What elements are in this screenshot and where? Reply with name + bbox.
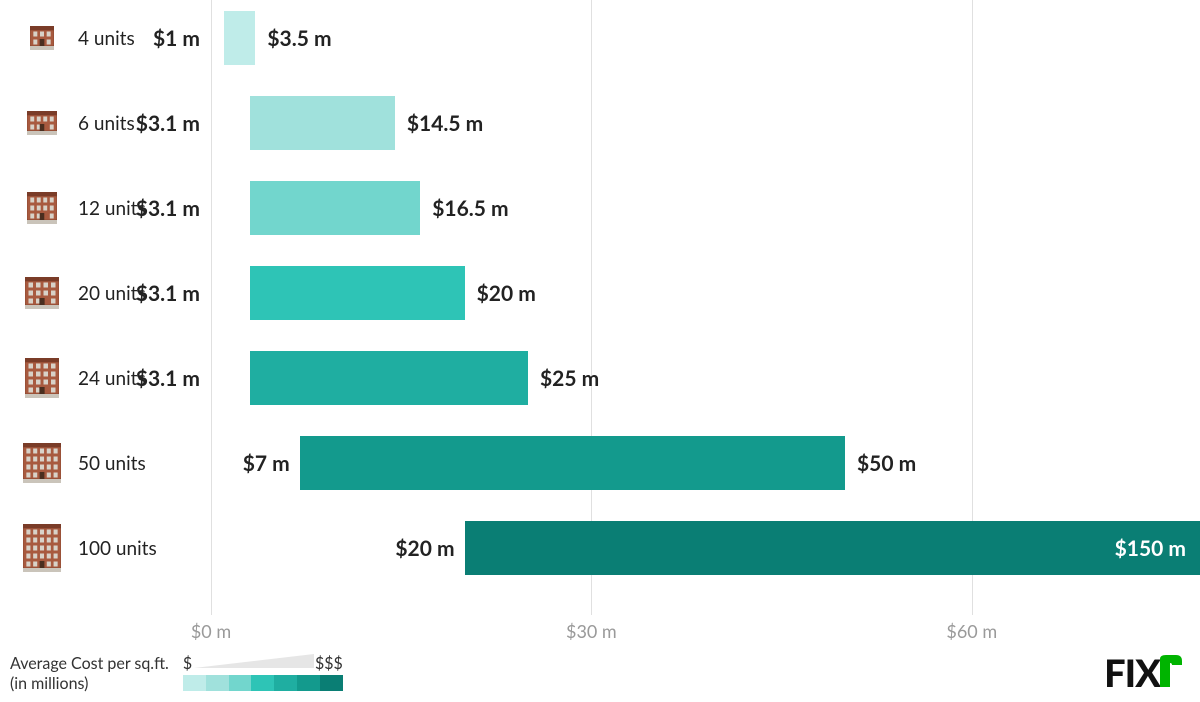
low-value-label: $3.1 m	[136, 111, 200, 136]
x-axis-label: $30 m	[566, 620, 617, 642]
legend-triangle-icon	[194, 654, 314, 668]
range-bar	[250, 96, 395, 150]
legend-high-symbol: $$$	[315, 654, 343, 673]
units-label: 4 units	[78, 27, 135, 50]
data-row: 6 units$3.1 m $14.5 m	[0, 93, 1200, 153]
legend-swatch	[274, 675, 297, 691]
legend-swatch	[229, 675, 252, 691]
units-label: 50 units	[78, 452, 146, 475]
legend-text: Average Cost per sq.ft. (in millions)	[10, 654, 169, 694]
range-bar	[250, 351, 528, 405]
cost-range-chart: 4 units$1 m$3.5 m 6 units$3.1 m$14.5 m 1…	[0, 0, 1200, 702]
legend-scale: $ $$$	[183, 654, 343, 691]
range-bar	[250, 181, 420, 235]
data-row: 4 units $1 m $3.5 m	[0, 8, 1200, 68]
data-row: 20 units$3.1 m$20 m	[0, 263, 1200, 323]
legend-swatch	[183, 675, 206, 691]
high-value-label: $14.5 m	[407, 111, 483, 136]
data-row: 24 units$3.1 m$25 m	[0, 348, 1200, 408]
low-value-label: $1 m	[153, 26, 200, 51]
data-row: 12 units$3.1 m$16.5 m	[0, 178, 1200, 238]
low-value-label: $20 m	[395, 536, 454, 561]
x-axis-label: $0 m	[191, 620, 231, 642]
high-value-label: $3.5 m	[267, 26, 331, 51]
low-value-label: $3.1 m	[136, 196, 200, 221]
data-row: 50 units $7 m $50 m	[0, 433, 1200, 493]
building-icon	[20, 26, 64, 50]
range-bar	[300, 436, 845, 490]
high-value-label: $50 m	[857, 451, 916, 476]
high-value-label: $16.5 m	[432, 196, 508, 221]
legend-swatch	[320, 675, 343, 691]
legend-swatch	[251, 675, 274, 691]
legend-line2: (in millions)	[10, 674, 169, 694]
units-label: 6 units	[78, 112, 135, 135]
building-icon	[20, 524, 64, 572]
building-icon	[20, 192, 64, 224]
high-value-label: $150 m	[1115, 536, 1186, 561]
building-icon	[20, 277, 64, 309]
logo-accent	[1158, 654, 1182, 692]
fixr-logo: FIX	[1104, 654, 1182, 692]
building-icon	[20, 358, 64, 398]
legend-swatch	[297, 675, 320, 691]
legend-line1: Average Cost per sq.ft.	[10, 654, 169, 674]
low-value-label: $3.1 m	[136, 366, 200, 391]
logo-text: FIX	[1104, 654, 1160, 692]
range-bar	[250, 266, 464, 320]
range-bar	[224, 11, 256, 65]
high-value-label: $25 m	[540, 366, 599, 391]
x-axis-label: $60 m	[946, 620, 997, 642]
legend-swatch	[206, 675, 229, 691]
building-icon	[20, 443, 64, 483]
units-label: 100 units	[78, 537, 157, 560]
range-bar	[465, 521, 1200, 575]
data-row: 100 units $20 m $150 m	[0, 518, 1200, 578]
building-icon	[20, 111, 64, 135]
legend: Average Cost per sq.ft. (in millions) $ …	[10, 654, 343, 694]
legend-swatches	[183, 675, 343, 691]
low-value-label: $3.1 m	[136, 281, 200, 306]
high-value-label: $20 m	[477, 281, 536, 306]
low-value-label: $7 m	[243, 451, 290, 476]
legend-low-symbol: $	[183, 654, 192, 673]
